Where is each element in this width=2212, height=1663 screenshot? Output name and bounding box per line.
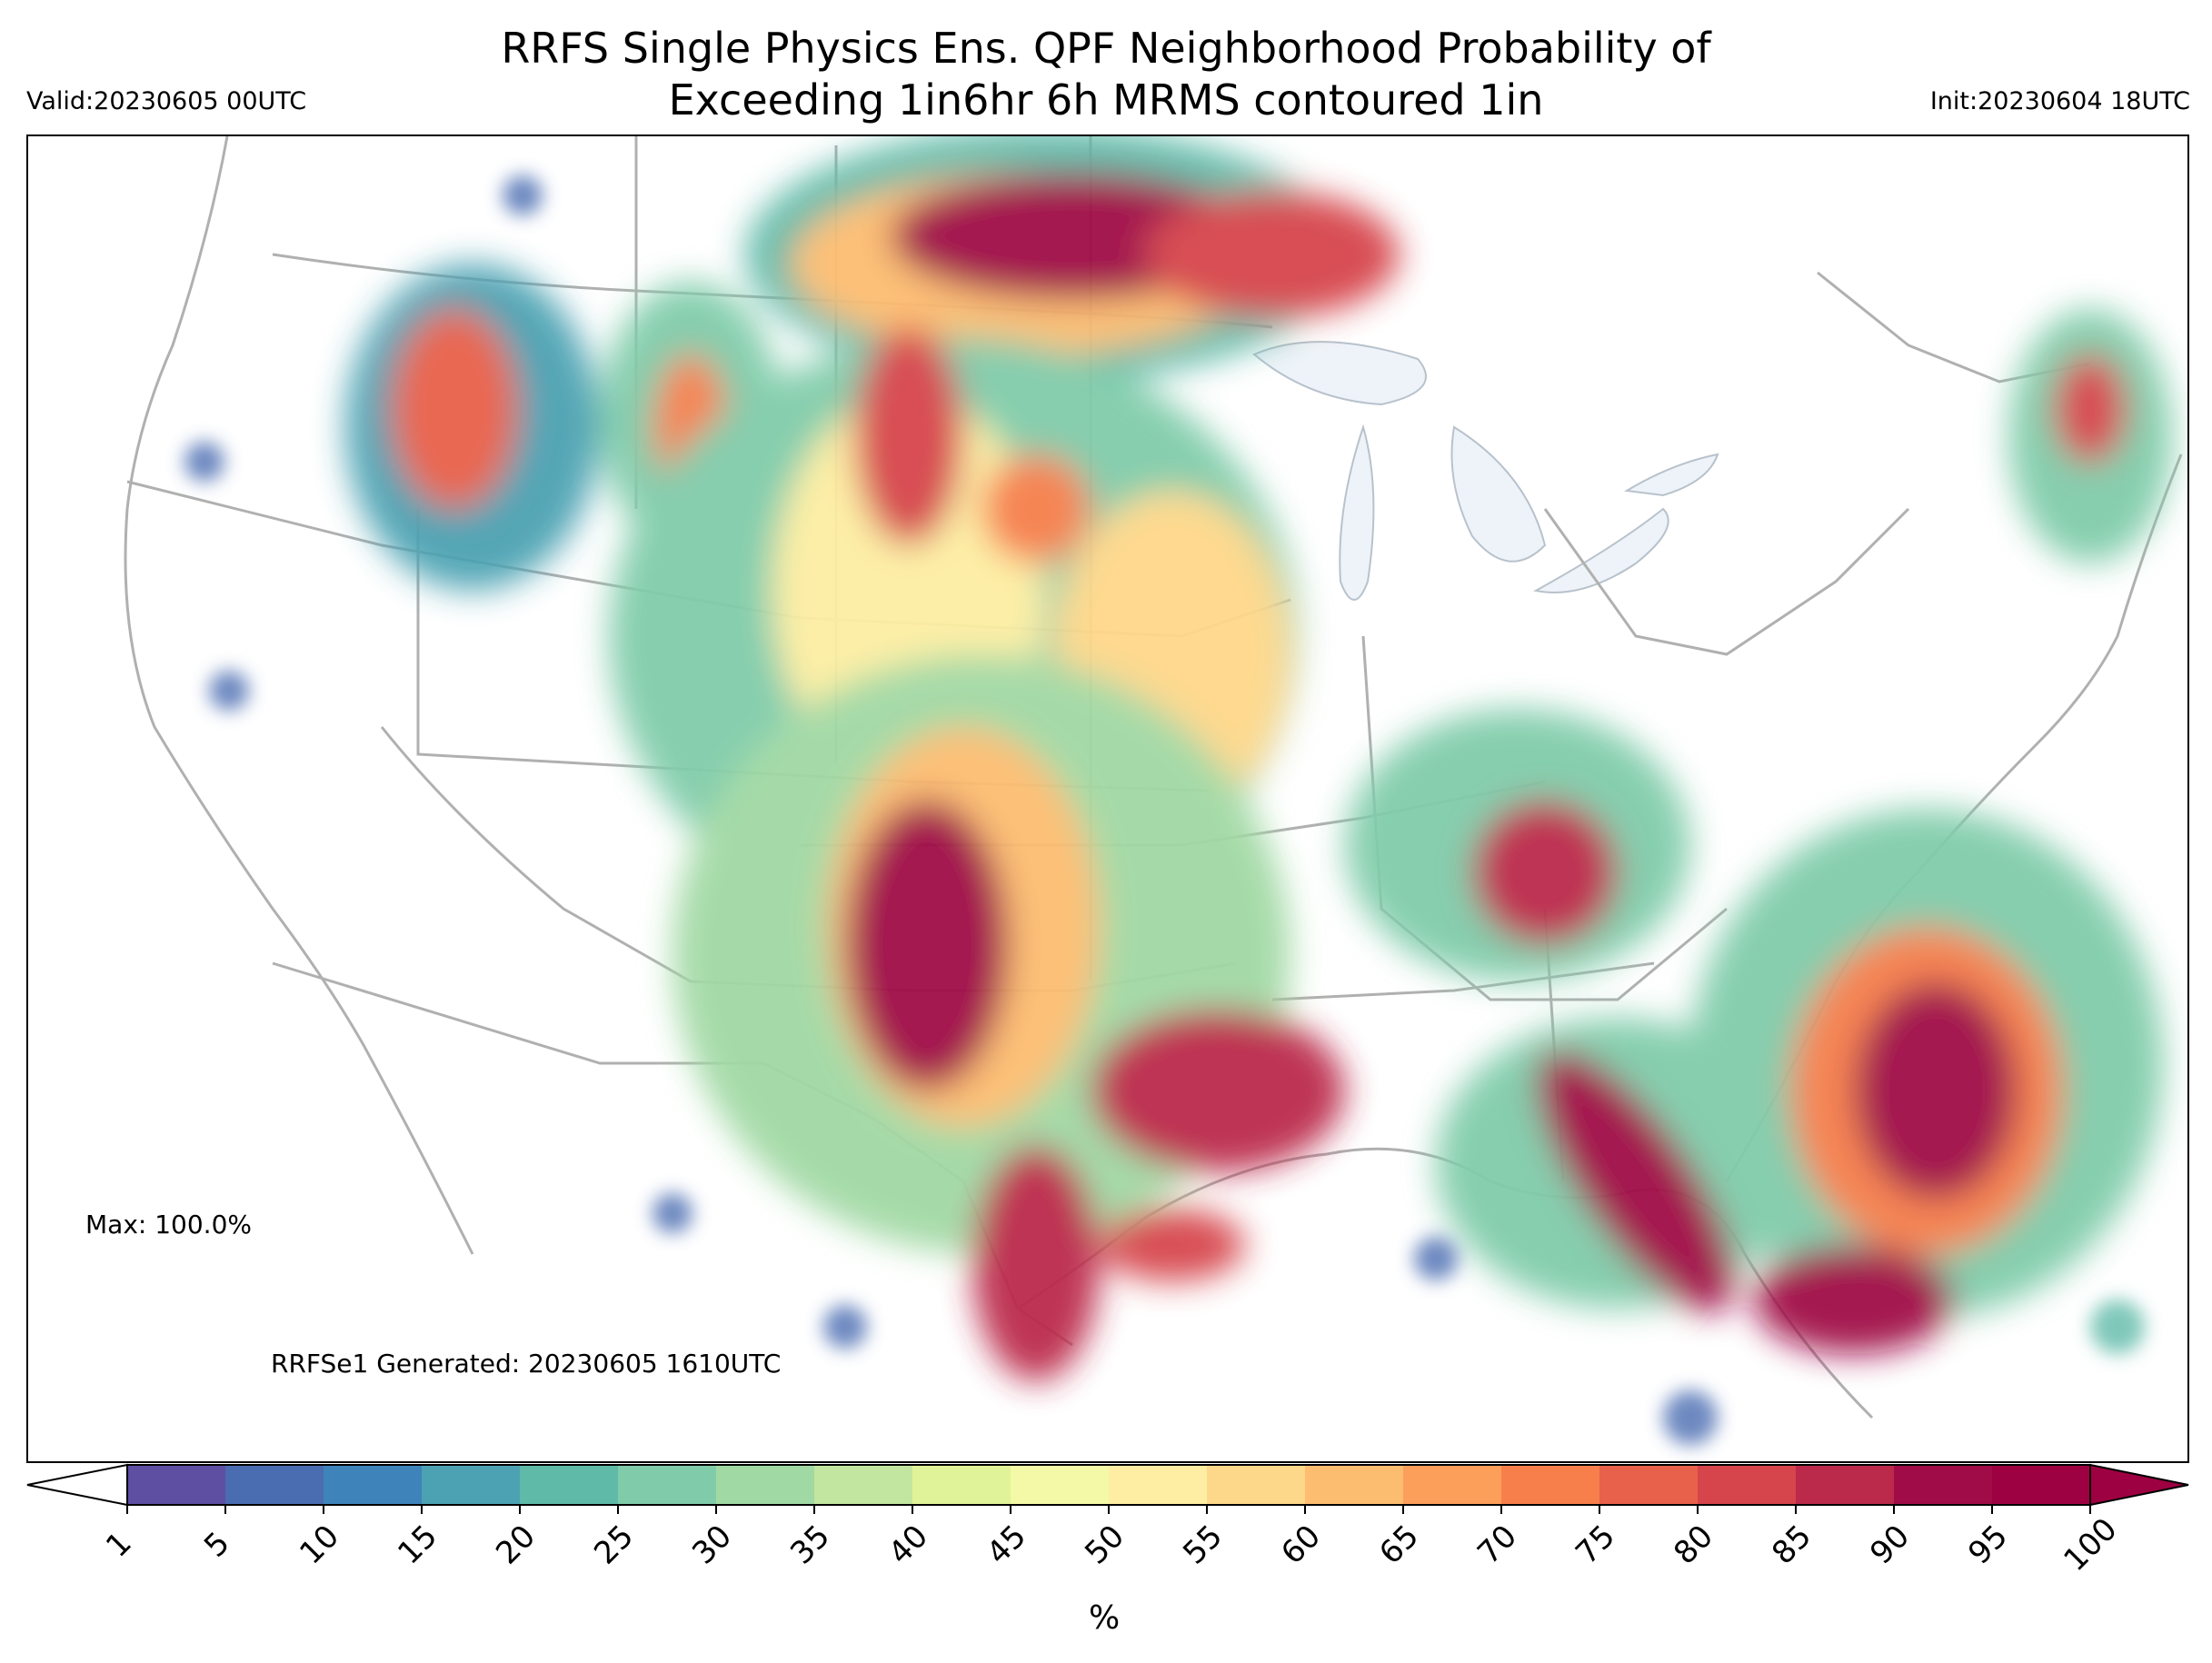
colorbar-segment [422,1465,521,1505]
colorbar-extend-high [2089,1463,2189,1507]
max-label: Max: 100.0% [85,1210,252,1240]
colorbar-segment [1992,1465,2091,1505]
title-line-1: RRFS Single Physics Ens. QPF Neighborhoo… [501,24,1711,73]
colorbar-segment [814,1465,913,1505]
colorbar-segment [1305,1465,1404,1505]
colorbar-segment [1011,1465,1110,1505]
colorbar [26,1463,2189,1514]
valid-time: Valid:20230605 00UTC [26,87,307,115]
probability-field [184,135,2172,1445]
colorbar-segment [1599,1465,1699,1505]
colorbar-segment [225,1465,324,1505]
great-lakes [1252,341,1719,601]
title-line-2: Exceeding 1in6hr 6h MRMS contoured 1in [668,75,1544,124]
colorbar-segment [1109,1465,1208,1505]
colorbar-segment [1501,1465,1600,1505]
colorbar-segment [618,1465,717,1505]
colorbar-segment [716,1465,815,1505]
colorbar-segment [520,1465,619,1505]
colorbar-extend-low [26,1463,128,1507]
colorbar-segment [1796,1465,1895,1505]
colorbar-segment [1698,1465,1797,1505]
colorbar-segment [1207,1465,1306,1505]
colorbar-segment [1894,1465,1993,1505]
generated-label: RRFSe1 Generated: 20230605 1610UTC [271,1349,782,1379]
map-frame [26,134,2189,1463]
colorbar-unit-label: % [1089,1599,1121,1637]
colorbar-segment [324,1465,423,1505]
colorbar-segment [127,1465,226,1505]
colorbar-segment [912,1465,1011,1505]
colorbar-segment [1403,1465,1502,1505]
init-time: Init:20230604 18UTC [1929,87,2190,115]
